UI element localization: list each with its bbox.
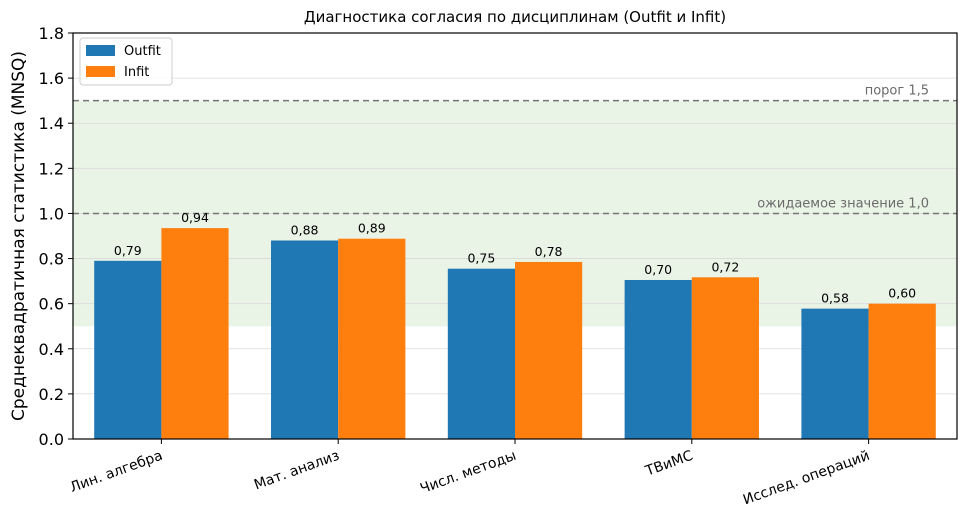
bar-value-label: 0,72	[711, 259, 739, 274]
bar-value-label: 0,89	[358, 221, 386, 236]
bar-value-label: 0,75	[467, 251, 495, 266]
legend: Outfit Infit	[79, 37, 173, 86]
legend-label-infit: Infit	[124, 65, 149, 80]
y-tick-label: 0.4	[39, 340, 64, 359]
reference-line-label: порог 1,5	[865, 84, 929, 99]
bar-outfit	[624, 279, 692, 439]
bar-outfit	[801, 308, 869, 439]
bar-value-label: 0,88	[291, 223, 319, 238]
y-tick-label: 0.8	[39, 250, 64, 269]
y-tick-label: 1.8	[39, 24, 64, 43]
bar-value-label: 0,94	[181, 210, 209, 225]
y-tick-label: 0.0	[39, 430, 64, 449]
legend-swatch-infit	[86, 66, 115, 77]
y-tick-label: 1.6	[39, 69, 64, 88]
y-tick-label: 1.2	[39, 159, 64, 178]
bar-infit	[161, 228, 229, 439]
bar-value-label: 0,78	[535, 244, 563, 259]
y-tick-label: 0.2	[39, 385, 64, 404]
bar-value-label: 0,60	[888, 286, 916, 301]
y-axis-label: Среднеквадратичная статистика (MNSQ)	[9, 51, 29, 421]
legend-swatch-outfit	[86, 45, 115, 56]
bar-infit	[338, 238, 406, 439]
bar-infit	[868, 303, 936, 439]
reference-line-label: ожидаемое значение 1,0	[757, 196, 929, 211]
bar-value-label: 0,58	[821, 291, 849, 306]
bar-value-label: 0,70	[644, 262, 672, 277]
y-tick-label: 1.0	[39, 204, 64, 223]
bar-outfit	[271, 240, 339, 439]
legend-label-outfit: Outfit	[124, 44, 161, 59]
bar-value-label: 0,79	[114, 243, 142, 258]
chart-title: Диагностика согласия по дисциплинам (Out…	[304, 8, 726, 26]
y-tick-label: 0.6	[39, 295, 64, 314]
bar-infit	[515, 261, 583, 439]
bar-outfit	[447, 268, 515, 439]
bar-infit	[691, 277, 759, 439]
y-tick-label: 1.4	[39, 114, 64, 133]
bar-outfit	[94, 260, 162, 439]
